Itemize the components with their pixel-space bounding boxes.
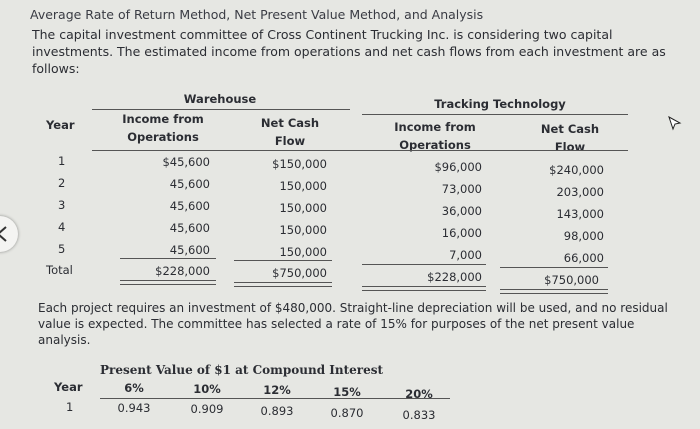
wh-cash-cell: 150,000 bbox=[279, 179, 327, 193]
group-tracking-technology: Tracking Technology bbox=[434, 97, 566, 111]
tt-cash-header-line1: Net Cash bbox=[540, 122, 600, 136]
pv-value-cell: 0.870 bbox=[330, 406, 364, 420]
row-year: 4 bbox=[58, 220, 66, 234]
wh-income-header-line2: Operations bbox=[127, 130, 199, 144]
pv-value-cell: 0.833 bbox=[402, 408, 436, 422]
wh-income-total: $228,000 bbox=[155, 264, 210, 278]
row-year: 1 bbox=[58, 154, 66, 168]
tt-cash-cell: $240,000 bbox=[549, 163, 604, 177]
intro-paragraph: The capital investment committee of Cros… bbox=[32, 27, 666, 76]
row-year: 5 bbox=[58, 242, 66, 256]
header-divider bbox=[92, 150, 628, 151]
tt-income-total: $228,000 bbox=[427, 270, 482, 284]
tt-income-header-line1: Income from bbox=[394, 120, 476, 134]
assumptions-note: Each project requires an investment of $… bbox=[38, 301, 668, 347]
wh-cash-cell: 150,000 bbox=[279, 201, 327, 215]
row-year: 2 bbox=[58, 176, 66, 190]
tt-income-header-line2: Operations bbox=[399, 138, 471, 152]
pv-rate-header: 12% bbox=[263, 383, 291, 397]
tt-cash-cell: 98,000 bbox=[563, 229, 604, 243]
pv-header-rule bbox=[100, 398, 450, 399]
wh-cash-cell: $150,000 bbox=[272, 157, 327, 171]
pv-value-cell: 0.909 bbox=[190, 402, 224, 416]
pv-row-year: 1 bbox=[66, 400, 74, 414]
year-header: Year bbox=[46, 118, 75, 132]
pv-rate-header: 15% bbox=[333, 385, 361, 399]
wh-income-cell: 45,600 bbox=[169, 243, 210, 257]
back-arrow-icon[interactable] bbox=[0, 216, 18, 252]
tt-income-cell: 16,000 bbox=[441, 226, 482, 240]
tt-income-cell: 73,000 bbox=[441, 182, 482, 196]
wh-cash-cell: 150,000 bbox=[279, 223, 327, 237]
wh-cash-total: $750,000 bbox=[272, 266, 327, 280]
cursor-icon bbox=[667, 115, 683, 135]
tt-cash-cell: 143,000 bbox=[556, 207, 604, 221]
pv-value-cell: 0.943 bbox=[117, 401, 151, 415]
wh-income-cell: 45,600 bbox=[169, 177, 210, 191]
total-label: Total bbox=[46, 263, 73, 277]
divider bbox=[362, 114, 628, 115]
subtotal-rule bbox=[500, 267, 608, 268]
row-year: 3 bbox=[58, 198, 66, 212]
pv-rate-header: 20% bbox=[405, 387, 433, 401]
subtotal-rule bbox=[234, 260, 332, 261]
page-title: Average Rate of Return Method, Net Prese… bbox=[30, 7, 484, 22]
tt-cash-total: $750,000 bbox=[544, 273, 599, 287]
pv-rate-header: 10% bbox=[193, 382, 221, 396]
tt-cash-header-line2: Flow bbox=[554, 140, 586, 154]
wh-cash-cell: 150,000 bbox=[279, 245, 327, 259]
tt-income-cell: $96,000 bbox=[434, 160, 482, 174]
wh-income-cell: $45,600 bbox=[162, 155, 210, 169]
total-double-rule bbox=[120, 280, 216, 285]
divider bbox=[92, 109, 350, 110]
subtotal-rule bbox=[362, 264, 486, 265]
wh-income-cell: 45,600 bbox=[169, 199, 210, 213]
total-double-rule bbox=[234, 282, 332, 287]
tt-income-cell: 7,000 bbox=[449, 248, 482, 262]
subtotal-rule bbox=[120, 258, 216, 259]
pv-value-cell: 0.893 bbox=[260, 404, 294, 418]
tt-cash-cell: 66,000 bbox=[563, 251, 604, 265]
total-double-rule bbox=[362, 286, 486, 291]
pv-table-title: Present Value of $1 at Compound Interest bbox=[100, 363, 384, 377]
wh-income-header-line1: Income from bbox=[122, 112, 204, 126]
wh-income-cell: 45,600 bbox=[169, 221, 210, 235]
group-warehouse: Warehouse bbox=[183, 92, 257, 106]
wh-cash-header-line1: Net Cash bbox=[260, 116, 320, 130]
wh-cash-header-line2: Flow bbox=[274, 134, 306, 148]
tt-income-cell: 36,000 bbox=[441, 204, 482, 218]
pv-year-header: Year bbox=[54, 380, 83, 394]
total-double-rule bbox=[500, 289, 608, 294]
tt-cash-cell: 203,000 bbox=[556, 185, 604, 199]
pv-rate-header: 6% bbox=[124, 381, 144, 395]
